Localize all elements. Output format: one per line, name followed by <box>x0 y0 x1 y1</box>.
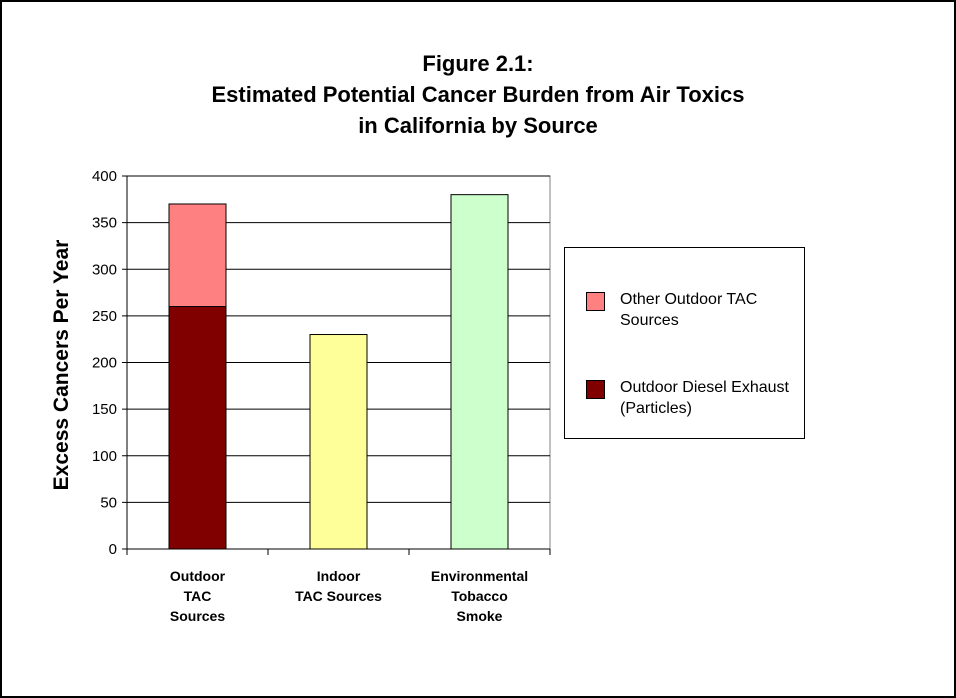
y-axis-label: Excess Cancers Per Year <box>50 239 73 491</box>
y-tick-label-200: 200 <box>92 355 117 372</box>
bar-0-segment-1 <box>168 203 227 308</box>
y-tick-labels: 0 50 100 150 200 250 300 350 400 <box>92 168 117 558</box>
chart-title-line-1: Figure 2.1: <box>422 51 534 76</box>
y-tick-label-250: 250 <box>92 308 117 325</box>
legend-swatch-other-outdoor <box>586 292 605 311</box>
x-category-label-2-line-2: Smoke <box>456 608 503 624</box>
x-category-label-1-line-0: Indoor <box>316 568 361 584</box>
x-category-label-0-line-2: Sources <box>169 608 226 624</box>
x-category-label-1: Indoor TAC Sources <box>264 566 414 606</box>
legend-label-diesel-exhaust: Outdoor Diesel Exhaust (Particles) <box>620 379 789 417</box>
x-category-label-0-line-1: TAC <box>183 588 212 604</box>
bars <box>168 194 509 550</box>
chart-title: Figure 2.1: Estimated Potential Cancer B… <box>0 48 956 141</box>
x-category-label-2-line-1: Tobacco <box>451 588 508 604</box>
bar-0-segment-0 <box>168 306 227 550</box>
y-tick-label-50: 50 <box>100 494 117 511</box>
x-category-label-0-line-0: Outdoor <box>169 568 226 584</box>
y-tick-label-350: 350 <box>92 215 117 232</box>
chart-title-line-2: Estimated Potential Cancer Burden from A… <box>211 82 745 107</box>
y-tick-label-100: 100 <box>92 448 117 465</box>
legend: Other Outdoor TAC Sources Outdoor Diesel… <box>564 247 805 439</box>
legend-item-other-outdoor: Other Outdoor TAC Sources <box>586 289 795 331</box>
x-category-label-2: Environmental Tobacco Smoke <box>405 566 555 626</box>
chart-title-line-3: in California by Source <box>358 113 598 138</box>
bar-2-segment-0 <box>450 194 509 550</box>
x-category-label-2-line-0: Environmental <box>430 568 529 584</box>
x-category-label-1-line-1: TAC Sources <box>295 588 382 604</box>
bar-1-segment-0 <box>309 334 368 550</box>
axes <box>122 175 551 555</box>
legend-item-diesel-exhaust: Outdoor Diesel Exhaust (Particles) <box>586 377 795 419</box>
y-tick-label-400: 400 <box>92 168 117 185</box>
y-tick-label-300: 300 <box>92 261 117 278</box>
legend-label-other-outdoor: Other Outdoor TAC Sources <box>620 291 758 329</box>
legend-swatch-diesel-exhaust <box>586 380 605 399</box>
y-tick-label-0: 0 <box>109 541 117 558</box>
y-tick-label-150: 150 <box>92 401 117 418</box>
x-category-label-0: Outdoor TAC Sources <box>123 566 273 626</box>
